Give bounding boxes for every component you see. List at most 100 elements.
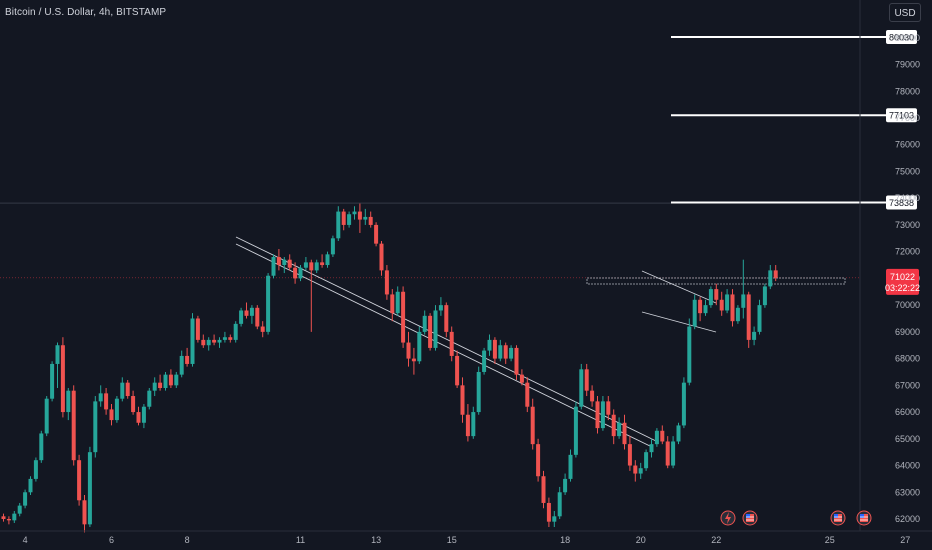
candle-body — [681, 382, 686, 426]
x-tick-label: 4 — [23, 535, 28, 545]
candle-body — [357, 211, 362, 220]
candle-body — [255, 307, 260, 327]
candle-body — [109, 409, 114, 421]
x-tick-label: 25 — [825, 535, 835, 545]
candle-body — [563, 478, 568, 493]
candle-body — [28, 478, 33, 493]
candle-body — [147, 390, 152, 407]
candle-body — [352, 211, 357, 215]
candle-body — [541, 476, 546, 503]
candle-body — [611, 414, 616, 437]
candle-body — [266, 275, 271, 332]
candle-body — [390, 294, 395, 314]
candle-body — [325, 254, 330, 266]
candle-body — [600, 401, 605, 429]
candle-body — [217, 339, 222, 343]
candle-body — [71, 390, 76, 461]
candle-body — [735, 307, 740, 322]
us-flag-icon — [830, 510, 846, 526]
candle-body — [433, 310, 438, 348]
y-tick-label: 72000 — [895, 247, 920, 257]
candle-body — [752, 331, 757, 340]
candle-body — [703, 305, 708, 314]
candle-body — [757, 305, 762, 332]
candle-body — [514, 347, 519, 375]
candle-body — [368, 216, 373, 225]
candle-body — [125, 382, 130, 397]
candle-body — [120, 382, 125, 399]
candle-body — [23, 492, 28, 506]
y-tick-label: 65000 — [895, 434, 920, 444]
candle-body — [320, 262, 325, 266]
candle-body — [141, 406, 146, 423]
candle-body — [698, 299, 703, 314]
price-axis[interactable]: 62000 63000 64000 65000 66000 67000 68000 69000… — [859, 0, 920, 531]
candle-body — [708, 289, 713, 306]
candle-body — [77, 460, 82, 501]
y-tick-label: 76000 — [895, 140, 920, 150]
candle-body — [455, 355, 460, 386]
x-tick-label: 18 — [560, 535, 570, 545]
candle-body — [530, 406, 535, 445]
x-tick-label: 6 — [109, 535, 114, 545]
candle-body — [465, 414, 470, 437]
candle-body — [136, 412, 141, 423]
candle-body — [714, 289, 719, 300]
candle-body — [584, 369, 589, 391]
candle-body — [379, 243, 384, 271]
price-levels: 80030 77103 73838 — [671, 30, 917, 210]
price-level-box — [886, 108, 917, 123]
y-tick-label: 75000 — [895, 166, 920, 176]
candle-body — [55, 345, 60, 364]
symbol-title: Bitcoin / U.S. Dollar, 4h, BITSTAMP — [5, 7, 167, 18]
x-tick-label: 22 — [711, 535, 721, 545]
candle-body — [131, 396, 136, 413]
candle-body — [314, 262, 319, 271]
candle-body — [249, 307, 254, 316]
candle-body — [384, 270, 389, 295]
candle-body — [773, 270, 778, 278]
candle-body — [17, 505, 22, 514]
candle-body — [762, 286, 767, 306]
candle-body — [730, 294, 735, 322]
candle-body — [114, 398, 119, 421]
flag-lower-line — [641, 311, 717, 333]
candle-body — [341, 211, 346, 225]
candle-body — [309, 262, 314, 271]
candle-body — [363, 216, 368, 220]
candle-body — [152, 382, 157, 391]
candle-body — [606, 401, 611, 415]
candle-body — [471, 412, 476, 437]
candle-body — [590, 390, 595, 402]
candle-body — [546, 502, 551, 522]
currency-button[interactable]: USD — [889, 3, 921, 22]
candle-body — [509, 347, 514, 359]
candle-body — [104, 393, 109, 410]
candle-body — [654, 430, 659, 445]
candle-body — [676, 425, 681, 442]
candle-body — [660, 430, 665, 442]
candle-body — [336, 211, 341, 239]
y-tick-label: 79000 — [895, 60, 920, 70]
candle-body — [174, 374, 179, 386]
candle-body — [158, 382, 163, 389]
candle-body — [330, 238, 335, 255]
candle-body — [568, 454, 573, 479]
candle-body — [347, 214, 352, 225]
candle-body — [460, 385, 465, 415]
price-tag-countdown: 03:22:22 — [885, 283, 920, 293]
candle-body — [498, 345, 503, 359]
y-tick-label: 63000 — [895, 487, 920, 497]
time-axis[interactable]: 468111315182022252729Apr3 — [0, 530, 932, 545]
candle-body — [557, 492, 562, 517]
candle-body — [60, 345, 65, 413]
candle-body — [622, 422, 627, 445]
candle-body — [39, 433, 44, 461]
candle-body — [768, 270, 773, 287]
price-level-box — [886, 30, 917, 44]
flag-upper-line — [641, 270, 717, 304]
candle-body — [195, 318, 200, 340]
